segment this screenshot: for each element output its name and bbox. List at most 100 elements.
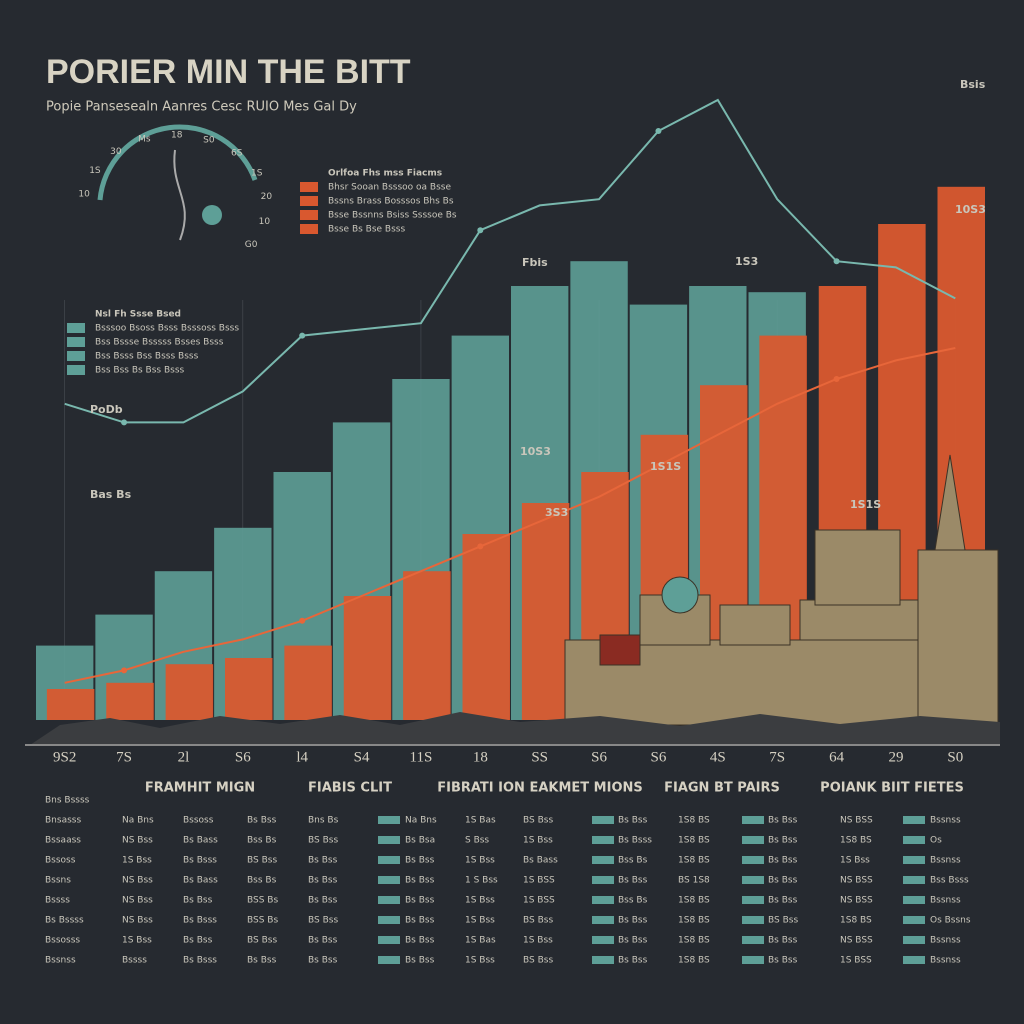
- table-cell: Bss Bsss: [930, 876, 969, 886]
- table-cell: BSS Bs: [247, 896, 278, 906]
- legend-item: Bss Bssse Bsssss Bsses Bsss: [95, 338, 224, 348]
- line-point: [121, 667, 128, 674]
- table-cell: NS Bss: [122, 916, 153, 926]
- table-cell: 1S8 BS: [678, 816, 710, 826]
- x-tick-label: S6: [235, 749, 251, 765]
- table-cell: Bs Bss: [405, 856, 435, 866]
- table-cell: BS 1S8: [678, 876, 710, 886]
- table-header: FRAMHIT MIGN: [145, 781, 255, 796]
- table-cell: Bs Bss: [618, 956, 648, 966]
- table-swatch: [592, 856, 614, 864]
- table-cell: Bs Bss: [768, 936, 798, 946]
- table-cell: 1S Bss: [122, 936, 152, 946]
- annotation: 1S1S: [650, 460, 681, 473]
- legend-swatch: [300, 210, 318, 220]
- table-cell: Bs Bss: [405, 936, 435, 946]
- table-swatch: [903, 876, 925, 884]
- table-cell: Bs Bss: [183, 896, 213, 906]
- legend-swatch: [67, 337, 85, 347]
- x-tick-label: SS: [531, 749, 548, 765]
- table-swatch: [378, 816, 400, 824]
- table-cell: Bs Bss: [768, 896, 798, 906]
- table-swatch: [903, 816, 925, 824]
- gauge-label: 6S: [231, 149, 243, 159]
- table-cell: 1S8 BS: [678, 956, 710, 966]
- x-tick-label: l4: [296, 749, 308, 765]
- table-swatch: [903, 896, 925, 904]
- table-cell: Bssnss: [930, 856, 961, 866]
- table-swatch: [592, 816, 614, 824]
- table-cell: Bs Bsss: [183, 856, 217, 866]
- table-cell: BS Bss: [523, 956, 553, 966]
- table-swatch: [903, 936, 925, 944]
- table-cell: 1S8 BS: [678, 856, 710, 866]
- table-header: FIBRATI ION EAKMET MIONS: [437, 781, 643, 796]
- legend-swatch: [300, 224, 318, 234]
- bar: [462, 534, 510, 720]
- bar: [284, 645, 332, 720]
- bar: [106, 682, 154, 720]
- table-cell: Bs Bss: [405, 916, 435, 926]
- legend-title: Nsl Fh Ssse Bsed: [95, 310, 181, 320]
- table-cell: Bss Bs: [618, 856, 648, 866]
- annotation: 10S3: [955, 203, 986, 216]
- table-header: FIABIS CLIT: [308, 781, 392, 796]
- legend-swatch: [67, 351, 85, 361]
- legend-item: Bssns Brass Bosssos Bhs Bs: [328, 197, 454, 207]
- line-point: [833, 376, 840, 382]
- table-cell: Bs Bssss: [45, 916, 84, 926]
- table-cell: Bs Bss: [308, 856, 338, 866]
- table-cell: Bs Bass: [183, 876, 218, 886]
- table-cell: Bssnss: [930, 816, 961, 826]
- table-cell: Bs Bss: [618, 876, 648, 886]
- gauge-label: 10: [78, 190, 90, 200]
- gauge-label: Ms: [138, 134, 151, 144]
- line-point: [477, 227, 484, 234]
- line-point: [655, 128, 662, 134]
- table-cell: Bssoss: [45, 856, 76, 866]
- legend-swatch: [67, 365, 85, 375]
- subtitle: Popie Pansesealn Aanres Cesc RUIO Mes Ga…: [46, 100, 357, 115]
- x-tick-label: 2l: [178, 749, 190, 765]
- table-swatch: [903, 836, 925, 844]
- annotation: Fbis: [522, 256, 548, 269]
- x-tick-label: 29: [888, 749, 903, 765]
- bar: [403, 571, 451, 720]
- table-cell: BSS Bs: [247, 916, 278, 926]
- table-cell: Bssnss: [930, 936, 961, 946]
- table-swatch: [378, 876, 400, 884]
- table-cell: BS Bss: [523, 816, 553, 826]
- table-cell: 1S Bas: [465, 936, 496, 946]
- x-tick-label: S6: [651, 749, 667, 765]
- table-cell: Bs Bss: [308, 956, 338, 966]
- table-cell: Bs Bss: [618, 916, 648, 926]
- table-cell: Bssnss: [45, 956, 76, 966]
- line-point: [655, 462, 662, 469]
- bar: [165, 664, 214, 720]
- table-cell: Bs Bss: [768, 836, 798, 846]
- gauge-label: 18: [171, 131, 183, 141]
- table-cell: Na Bns: [122, 816, 154, 826]
- table-swatch: [378, 936, 400, 944]
- table-cell: Bs Bsss: [183, 916, 217, 926]
- gauge-label: 1S: [251, 168, 263, 178]
- annotation: 3S3: [545, 506, 568, 519]
- table-swatch: [742, 916, 764, 924]
- x-tick-label: 4S: [710, 749, 726, 765]
- table-cell: Bssaass: [45, 836, 81, 846]
- legend-swatch: [67, 323, 85, 333]
- gauge-label: 30: [110, 147, 122, 157]
- table-cell: BS Bss: [308, 836, 338, 846]
- line-series: [64, 98, 956, 424]
- table-cell: 1S Bss: [465, 856, 495, 866]
- table-cell: BS Bss: [247, 936, 277, 946]
- x-tick-label: S6: [591, 749, 607, 765]
- table-cell: BS Bss: [523, 916, 553, 926]
- table-header: FIAGN BT PAIRS: [664, 781, 780, 796]
- x-tick-label: 7S: [769, 749, 785, 765]
- line-point: [833, 258, 840, 265]
- table-cell: 1S Bss: [465, 916, 495, 926]
- table-cell: Na Bns: [405, 816, 437, 826]
- table-cell: Bssnss: [930, 896, 961, 906]
- annotation: 1S3: [735, 255, 758, 268]
